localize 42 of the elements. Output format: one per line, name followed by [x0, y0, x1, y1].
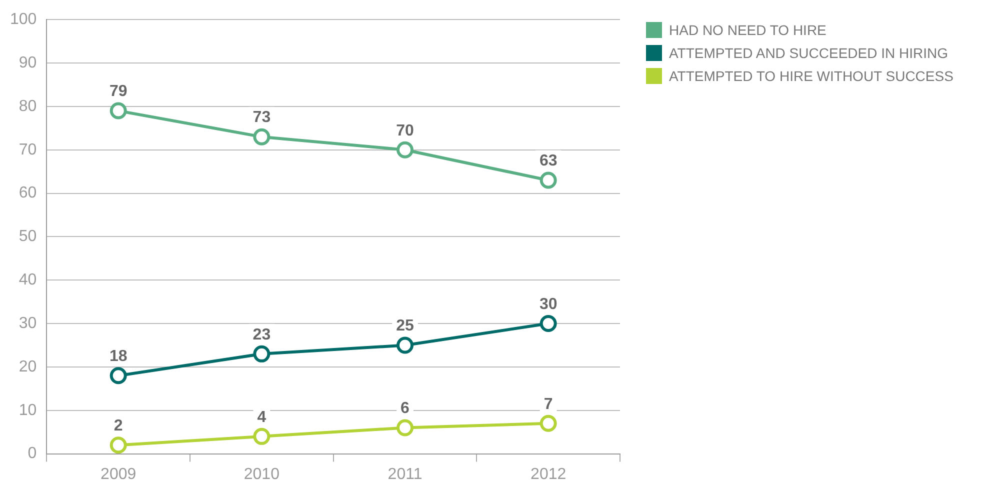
data-label: 25	[396, 318, 414, 335]
data-label: 30	[539, 296, 558, 313]
x-tick-label: 2011	[388, 466, 422, 483]
data-label: 63	[539, 152, 558, 170]
point	[396, 336, 414, 354]
data-label: 70	[396, 122, 414, 140]
x-tick-label: 2009	[100, 466, 136, 483]
data-label: 18	[109, 348, 128, 366]
y-tick-label: 40	[18, 272, 37, 289]
data-label: 6	[400, 400, 410, 418]
data-label: 73	[252, 109, 271, 126]
point	[110, 102, 127, 120]
data-label: 23	[252, 326, 271, 344]
point	[540, 315, 557, 332]
legend-label: HAD NO NEED TO HIRE	[669, 22, 826, 38]
point	[396, 141, 414, 158]
y-tick-label: 10	[18, 402, 37, 419]
data-label: 79	[109, 83, 128, 100]
point	[540, 414, 557, 432]
point	[110, 367, 127, 384]
point	[540, 172, 557, 189]
data-label: 2	[114, 418, 123, 435]
y-tick-label: 20	[18, 358, 37, 376]
y-tick-label: 90	[18, 54, 37, 72]
point	[253, 428, 270, 445]
point	[253, 345, 270, 362]
x-tick-label: 2012	[530, 466, 566, 483]
data-label: 4	[257, 408, 266, 426]
x-tick-label: 2010	[244, 466, 280, 483]
y-tick-label: 0	[28, 445, 37, 462]
y-tick-label: 30	[18, 314, 37, 332]
y-tick-label: 50	[18, 228, 37, 246]
y-tick-label: 60	[18, 184, 37, 202]
data-label: 7	[544, 396, 553, 413]
y-tick-label: 80	[18, 98, 37, 115]
point	[253, 128, 270, 146]
y-tick-label: 100	[10, 11, 37, 28]
point	[396, 419, 414, 436]
legend-label: ATTEMPTED AND SUCCEEDED IN HIRING	[669, 44, 948, 60]
legend-label: ATTEMPTED TO HIRE WITHOUT SUCCESS	[669, 68, 954, 84]
point	[110, 436, 127, 454]
y-tick-label: 70	[18, 141, 37, 158]
